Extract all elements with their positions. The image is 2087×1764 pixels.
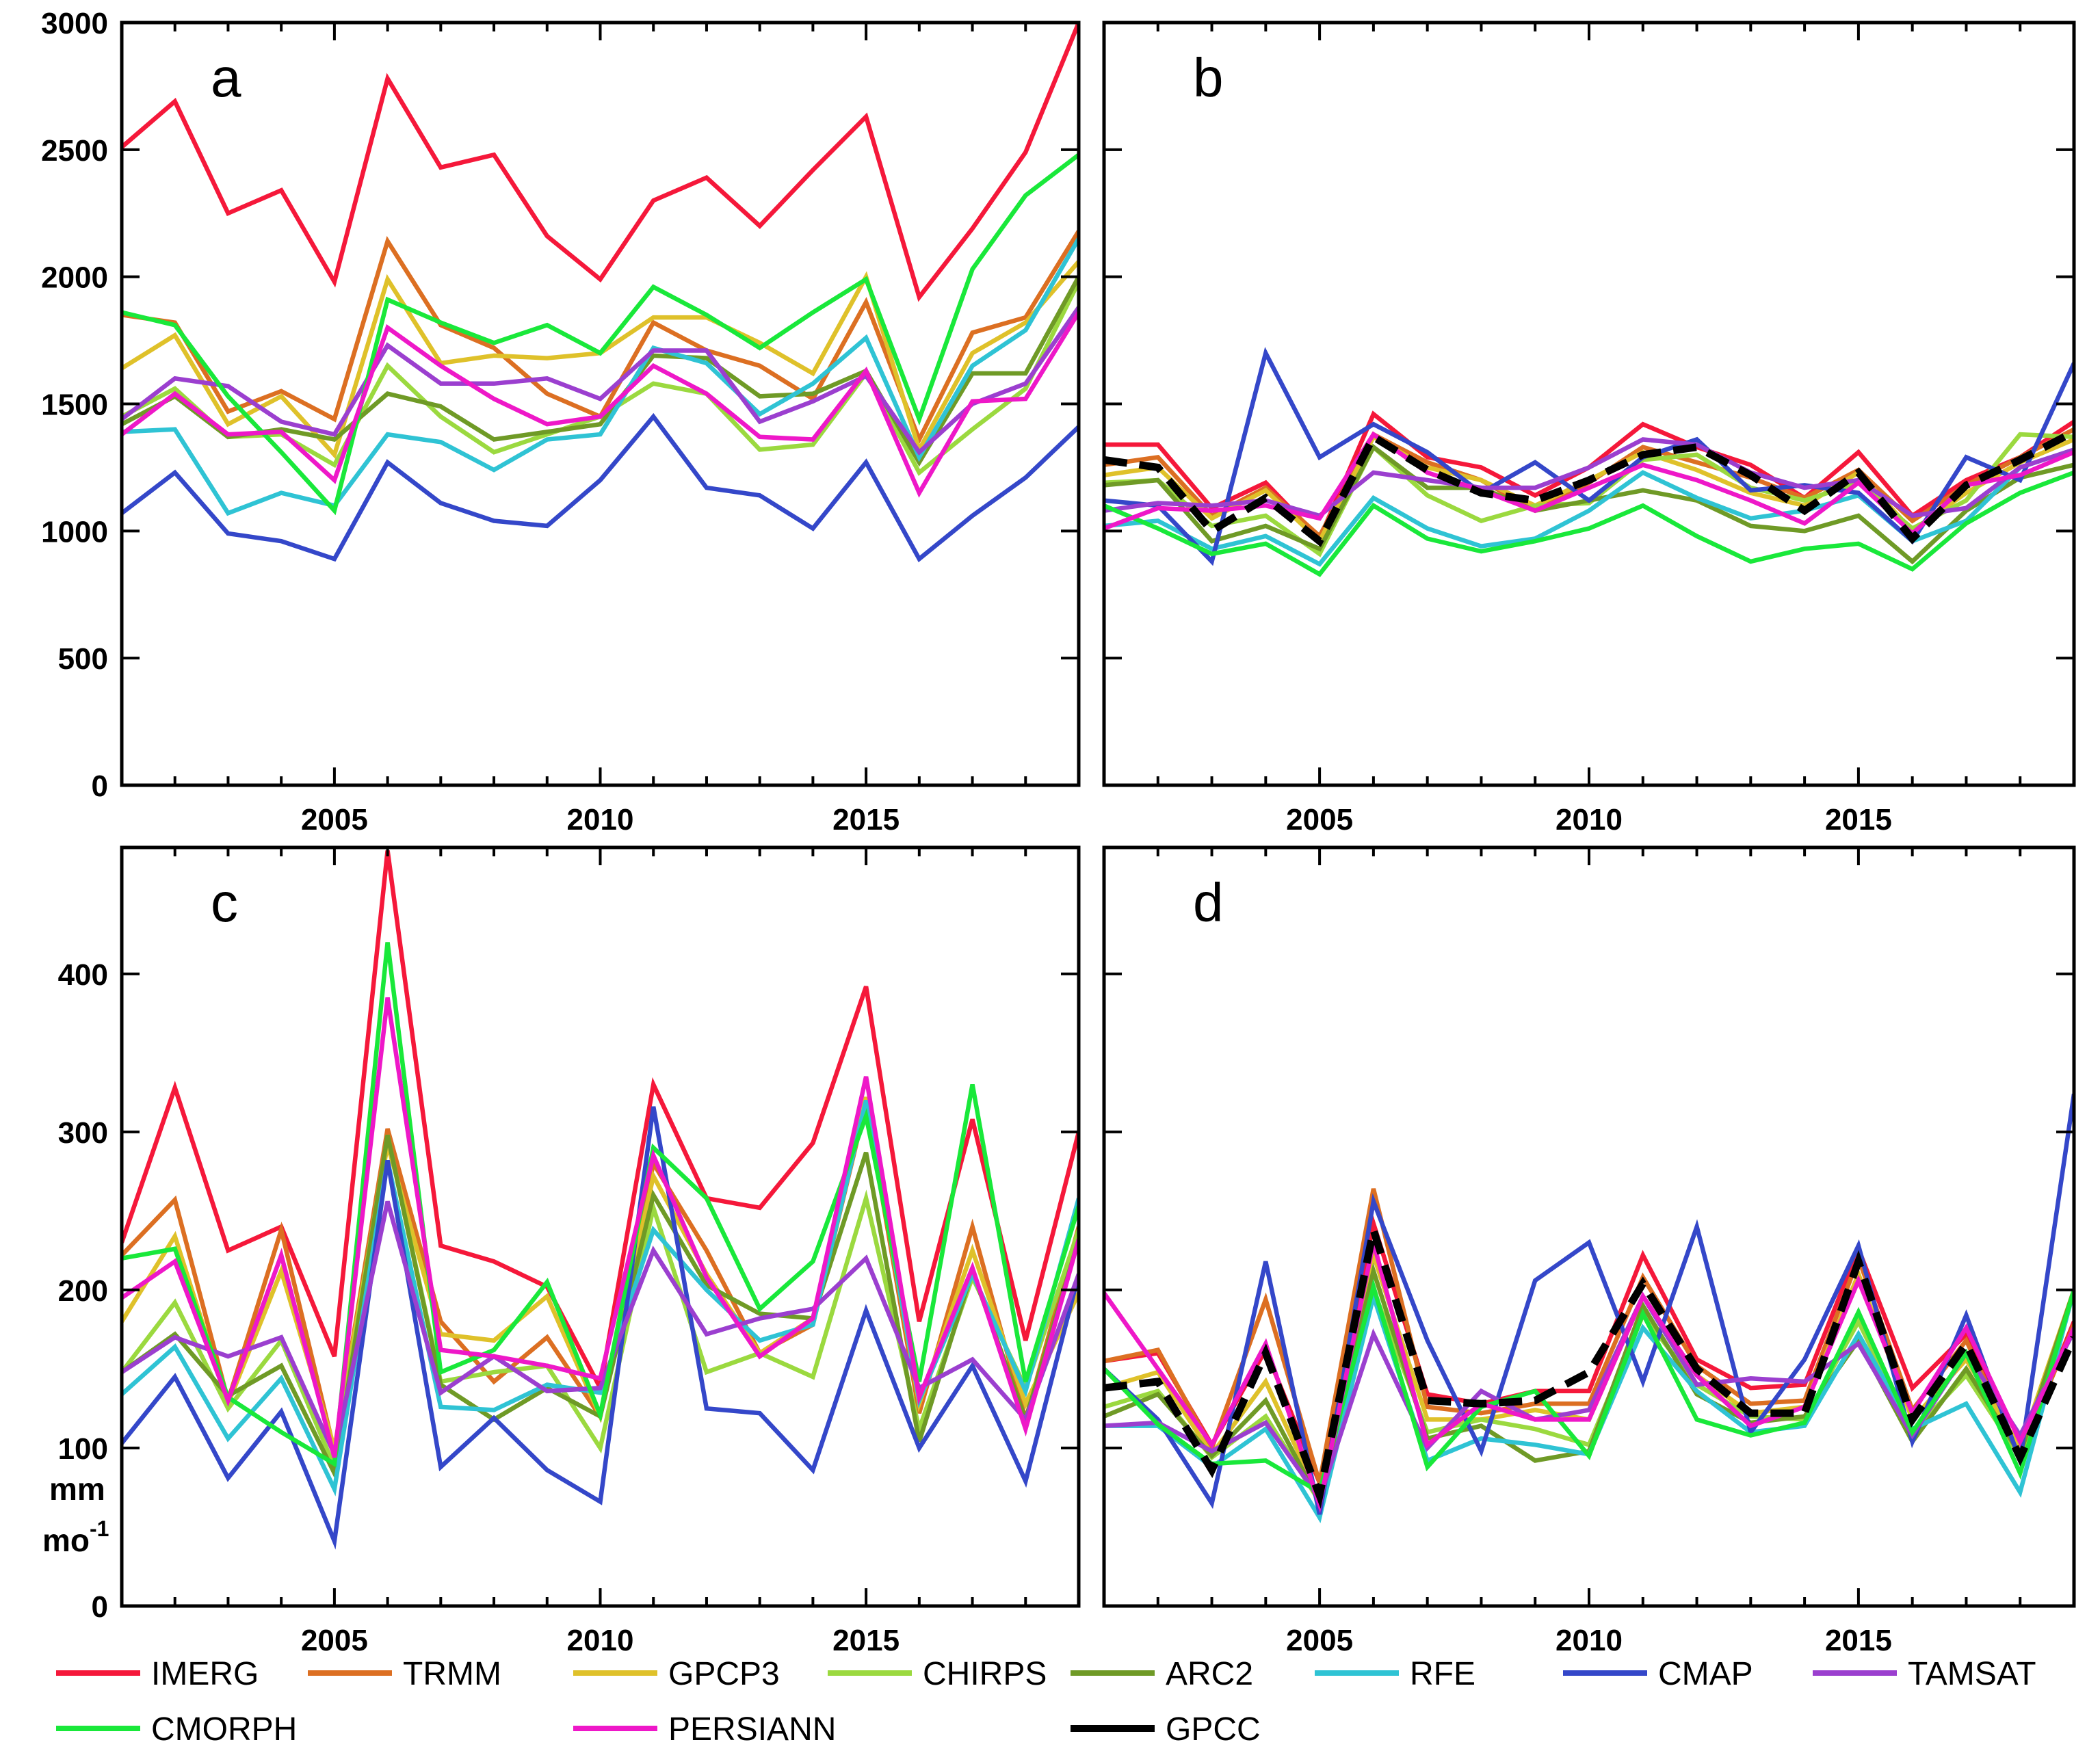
x-tick-label: 2010: [567, 803, 634, 837]
series-line-persiann: [122, 311, 1079, 498]
x-tick-label: 2015: [1825, 803, 1892, 837]
x-tick-label: 2005: [301, 1624, 368, 1657]
series-line-arc2: [122, 276, 1079, 467]
series-group: [122, 23, 1079, 563]
legend-label: CHIRPS: [923, 1656, 1047, 1692]
panel-b: 2005 2010 2015 b: [1102, 21, 2076, 837]
unit-label-mo-exponent: -1: [90, 1516, 109, 1541]
series-line-cmorph: [122, 153, 1079, 516]
panel-c: 2005 2010 2015 0 100 200 300 400 c: [58, 845, 1081, 1657]
series-group: [1104, 1093, 2074, 1523]
x-tick-label: 2010: [1556, 803, 1623, 837]
unit-label-mm: mm: [49, 1471, 105, 1507]
x-tick-label: 2015: [832, 1624, 900, 1657]
legend-item-arc2: ARC2: [1071, 1656, 1253, 1692]
legend-label: IMERG: [151, 1656, 259, 1692]
unit-label-mo: mo-1: [42, 1516, 109, 1558]
legend-item-cmap: CMAP: [1563, 1656, 1753, 1692]
series-line-cmap: [1104, 1093, 2074, 1515]
x-tick-label: 2005: [1286, 1624, 1353, 1657]
legend-label: PERSIANN: [668, 1711, 836, 1748]
x-tick-label: 2015: [1825, 1624, 1892, 1657]
series-line-persiann: [122, 997, 1079, 1458]
panel-letter: a: [211, 47, 241, 108]
x-tick-label: 2010: [1556, 1624, 1623, 1657]
y-tick-label: 3000: [41, 7, 108, 40]
series-line-cmorph: [122, 942, 1079, 1468]
series-line-gpcc: [1104, 1215, 2074, 1510]
y-tick-label: 0: [92, 769, 108, 803]
legend-label: CMORPH: [151, 1711, 297, 1748]
legend-label: RFE: [1410, 1656, 1475, 1692]
series-line-rfe: [122, 237, 1079, 516]
series-group: [122, 850, 1079, 1550]
legend-item-gpcc: GPCC: [1071, 1711, 1261, 1748]
y-tick-label: 1500: [41, 389, 108, 422]
y-tick-label: 2000: [41, 261, 108, 295]
legend-item-rfe: RFE: [1315, 1656, 1475, 1692]
y-tick-label: 0: [92, 1590, 108, 1624]
panel-letter: d: [1193, 872, 1224, 933]
panel-letter: c: [211, 872, 238, 933]
legend-item-gpcp3: GPCP3: [573, 1656, 780, 1692]
x-tick-label: 2005: [301, 803, 368, 837]
legend: IMERG TRMM GPCP3 CHIRPS ARC2 RFE CMAP TAMSAT CMO…: [56, 1656, 2036, 1748]
series-line-cmap: [122, 1106, 1079, 1550]
legend-item-tamsat: TAMSAT: [1813, 1656, 2036, 1692]
legend-label: TRMM: [403, 1656, 501, 1692]
series-group: [1104, 347, 2074, 577]
y-tick-label: 300: [58, 1116, 108, 1150]
y-tick-label: 500: [58, 642, 108, 676]
legend-item-cmorph: CMORPH: [56, 1711, 297, 1748]
x-tick-label: 2010: [567, 1624, 634, 1657]
y-tick-label: 100: [58, 1432, 108, 1466]
series-line-tamsat: [122, 306, 1079, 456]
legend-item-chirps: CHIRPS: [828, 1656, 1047, 1692]
y-tick-label: 200: [58, 1274, 108, 1308]
unit-label-mo-base: mo: [42, 1523, 90, 1558]
y-tick-label: 2500: [41, 134, 108, 168]
legend-label: ARC2: [1166, 1656, 1253, 1692]
legend-item-persiann: PERSIANN: [573, 1711, 836, 1748]
y-tick-label: 1000: [41, 515, 108, 549]
legend-item-trmm: TRMM: [308, 1656, 501, 1692]
panel-letter: b: [1193, 47, 1224, 108]
series-line-imerg: [122, 23, 1079, 302]
series-line-cmorph: [1104, 1278, 2074, 1496]
panel-a: 2005 2010 2015 0 500 1000 1500 2000 2500 3000 a: [41, 7, 1081, 837]
legend-label: CMAP: [1658, 1656, 1753, 1692]
panel-d: 2005 2010 2015 d: [1102, 845, 2076, 1657]
legend-label: GPCP3: [668, 1656, 780, 1692]
legend-label: GPCC: [1166, 1711, 1261, 1748]
legend-item-imerg: IMERG: [56, 1656, 259, 1692]
series-line-cmap: [122, 412, 1079, 563]
y-tick-label: 400: [58, 958, 108, 992]
x-tick-label: 2015: [832, 803, 900, 837]
y-axis-unit-label: mm mo-1: [42, 1471, 109, 1558]
x-tick-label: 2005: [1286, 803, 1353, 837]
legend-label: TAMSAT: [1908, 1656, 2036, 1692]
series-line-cmorph: [1104, 470, 2074, 577]
series-line-gpcc: [1104, 428, 2074, 547]
